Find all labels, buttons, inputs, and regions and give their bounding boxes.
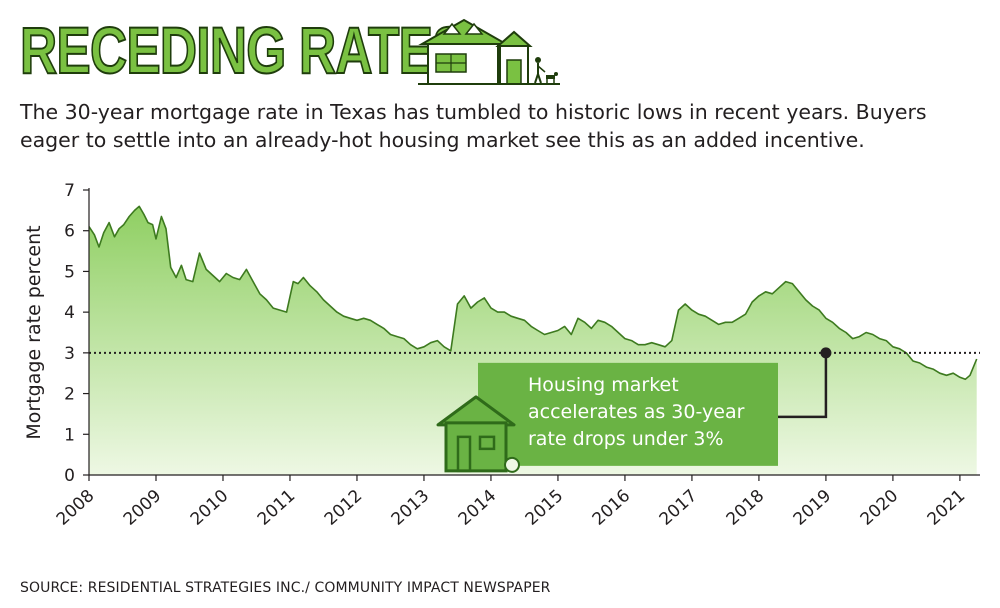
x-tick-label: 2016 [589,486,635,530]
house-window [478,435,496,451]
x-tick-label: 2019 [790,486,836,530]
chart-subtitle: The 30-year mortgage rate in Texas has t… [20,100,927,152]
callout-connector [778,352,828,419]
callout-point-marker [820,347,832,359]
callout-house-icon [436,395,520,473]
x-tick-label: 2012 [321,486,367,530]
callout-text-line: Housing market [528,374,679,396]
y-tick-label: 3 [64,344,75,364]
house-body [444,421,508,473]
y-tick-label: 7 [64,181,75,201]
y-axis-title: Mortgage rate percent [23,225,45,439]
axes-layer [83,188,980,481]
x-tick-label: 2009 [120,486,166,530]
x-tick-label: 2010 [187,486,233,530]
rate-line [88,205,978,381]
y-tick-label: 4 [64,303,75,323]
x-tick-label: 2008 [53,486,99,530]
y-tick-label: 2 [64,385,75,405]
y-tick-label: 0 [64,466,75,486]
x-tick-label: 2015 [522,486,568,530]
house-illustration-icon [418,18,560,85]
x-tick-label: 2014 [455,486,501,530]
house-bush [504,456,520,473]
y-tick-label: 1 [64,425,75,445]
mortgage-rate-chart: Housing market accelerates as 30-year rate… [23,181,980,530]
y-tick-label: 5 [64,262,75,282]
x-tick-label: 2020 [857,486,903,530]
chart-title: RECEDING RATES [19,12,467,88]
callout-layer: Housing market accelerates as 30-year rate… [436,347,832,473]
x-tick-label: 2011 [254,486,300,530]
x-tick-label: 2017 [656,486,702,530]
callout-text-line: accelerates as 30-year [528,401,745,423]
title-row: RECEDING RATES [19,12,620,88]
y-tick-label: 6 [64,222,75,242]
source-note: SOURCE: RESIDENTIAL STRATEGIES INC./ COM… [20,580,551,596]
house-door [456,435,472,473]
callout-box [478,362,778,466]
x-tick-label: 2013 [388,486,434,530]
callout-text-line: rate drops under 3% [528,428,724,450]
x-tick-label: 2018 [723,486,769,530]
x-tick-label: 2021 [924,486,970,530]
